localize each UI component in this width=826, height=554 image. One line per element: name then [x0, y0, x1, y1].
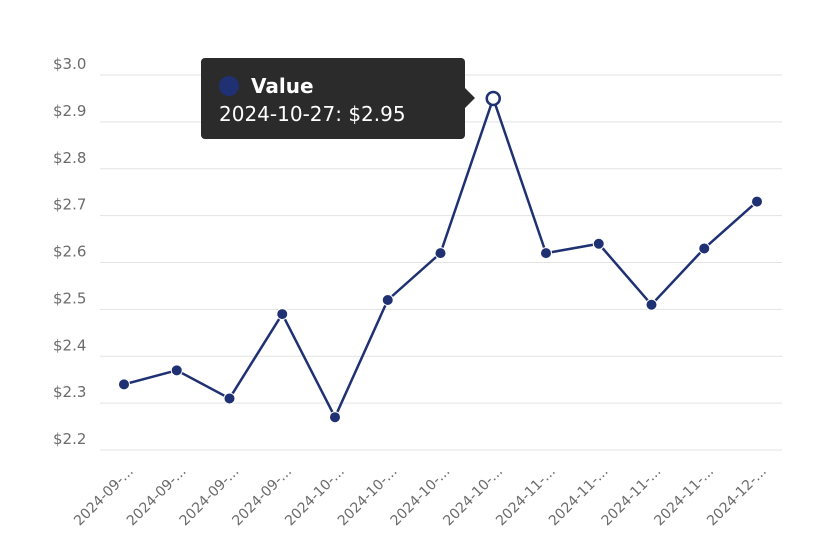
y-tick-label: $2.5 [53, 289, 86, 307]
tooltip-value: 2024-10-27: $2.95 [219, 102, 406, 126]
series-points [118, 90, 763, 424]
y-tick-label: $2.8 [53, 149, 86, 167]
data-point [381, 294, 394, 306]
y-axis-ticks: $3.0 $2.9 $2.8 $2.7 $2.6 $2.5 $2.4 $2.3 $2.2 [53, 55, 86, 448]
y-tick-label: $2.7 [53, 196, 86, 214]
data-point [170, 364, 183, 377]
x-axis-ticks: 2024-09-...2024-09-...2024-09-...2024-09… [71, 464, 770, 530]
data-point [276, 308, 289, 321]
chart-tooltip: Value 2024-10-27: $2.95 [201, 58, 475, 139]
y-tick-label: $2.2 [53, 430, 86, 448]
data-point [698, 242, 711, 255]
tooltip-series-swatch [219, 76, 239, 96]
tooltip-series-name: Value [251, 74, 314, 98]
data-point [540, 247, 552, 260]
y-tick-label: $3.0 [53, 55, 86, 73]
y-tick-label: $2.9 [53, 102, 86, 120]
tooltip-header: Value [219, 72, 465, 100]
data-point [592, 237, 605, 250]
data-point [329, 411, 341, 424]
data-point [434, 247, 447, 260]
data-point [118, 378, 130, 391]
y-tick-label: $2.4 [53, 336, 86, 354]
data-point [751, 195, 763, 208]
data-point [223, 392, 236, 405]
data-point-highlighted [485, 90, 501, 107]
data-point [645, 298, 658, 311]
y-tick-label: $2.3 [53, 383, 86, 401]
y-tick-label: $2.6 [53, 243, 86, 261]
